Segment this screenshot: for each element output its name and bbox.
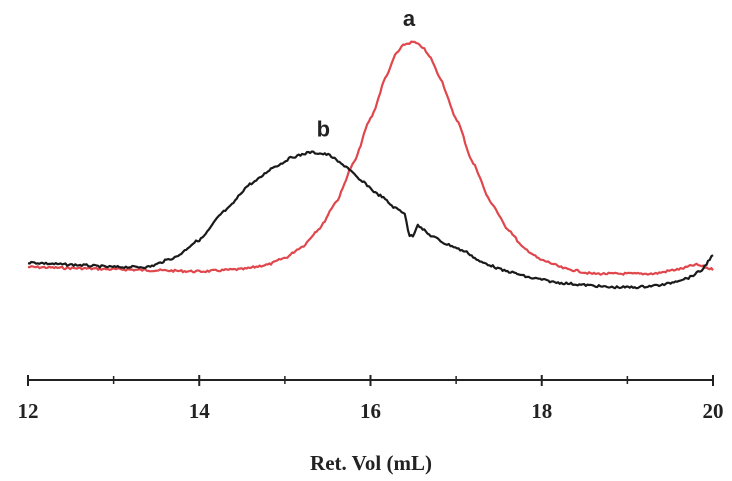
peak-label-a: a	[403, 6, 416, 31]
x-tick-label: 14	[189, 399, 211, 423]
x-axis: 12 14 16 18 20	[18, 375, 724, 423]
series-line-a	[27, 40, 714, 276]
x-axis-title: Ret. Vol (mL)	[310, 451, 432, 475]
x-tick-label: 20	[703, 399, 724, 423]
peak-labels: ab	[317, 6, 416, 141]
x-tick-label: 16	[360, 399, 381, 423]
series-line-b	[27, 150, 714, 290]
plot-area	[27, 40, 714, 290]
x-tick-label: 18	[531, 399, 552, 423]
x-tick-label: 12	[18, 399, 39, 423]
peak-label-b: b	[317, 116, 330, 141]
